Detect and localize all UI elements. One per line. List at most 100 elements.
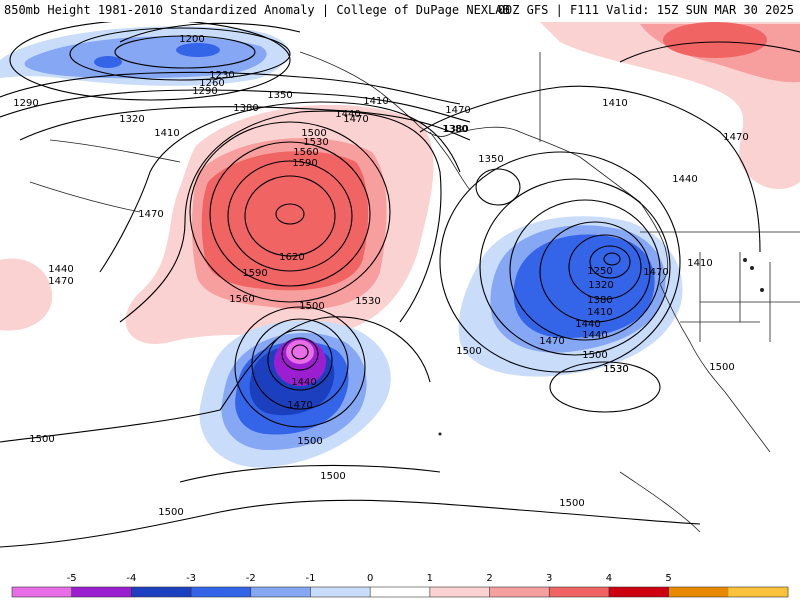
contour-label: 1500	[709, 362, 734, 373]
anomaly-pos-northeast-dark	[663, 22, 767, 58]
contour-label: 1470	[445, 105, 470, 116]
contour-label: 1470	[539, 336, 564, 347]
contour-label: 1500	[559, 498, 584, 509]
contour-line	[234, 306, 366, 428]
contour-label: 1440	[291, 377, 316, 388]
contour-line	[589, 245, 631, 279]
contour-label: 1290	[13, 98, 38, 109]
contour-label: 1470	[138, 209, 163, 220]
contour-line	[275, 203, 305, 225]
colorbar-swatch	[608, 587, 670, 597]
colorbar-swatch	[191, 587, 252, 597]
contour-label: 1590	[292, 158, 317, 169]
colorbar-tick-label: 1	[426, 573, 434, 584]
contour-line	[267, 329, 333, 391]
contour-line	[244, 175, 336, 257]
contour-label: 1620	[279, 252, 304, 263]
contour-label: 1500	[158, 507, 183, 518]
contour-label: 1470	[643, 267, 668, 278]
contour-label: 1440	[335, 109, 360, 120]
contour-line	[509, 199, 661, 341]
contour-line	[9, 22, 291, 101]
colorbar-swatch	[310, 587, 371, 597]
island-dot	[438, 432, 442, 436]
contour-line	[0, 71, 461, 105]
contour-label: 1320	[588, 280, 613, 291]
contour-label: 1500	[301, 128, 326, 139]
colorbar-tick-label: 2	[486, 573, 493, 584]
contour-line	[114, 35, 256, 69]
colorbar-swatch	[489, 587, 550, 597]
contour-line	[479, 178, 671, 356]
us-canada-border	[539, 52, 800, 233]
contour-line	[19, 106, 471, 141]
contour-line	[603, 252, 621, 266]
colorbar-tick-label: -2	[245, 573, 256, 584]
contour-line	[119, 22, 301, 43]
coastlines-islands	[438, 258, 764, 436]
colorbar-outline	[11, 586, 789, 598]
model-run-info: 00Z GFS | F111 Valid: 15Z SUN MAR 30 202…	[497, 3, 794, 17]
contour-label: 1410	[154, 128, 179, 139]
contour-label: 1440	[582, 330, 607, 341]
contour-line	[227, 160, 353, 272]
contour-line	[99, 101, 461, 273]
contour-label: 1380	[233, 103, 258, 114]
colorbar-tick-label: -1	[305, 573, 316, 584]
coastlines	[29, 51, 800, 533]
contour-label: 1350	[267, 90, 292, 101]
contour-label: 1380	[442, 124, 467, 135]
island-dot	[760, 288, 764, 292]
contour-label: 1290	[192, 86, 217, 97]
contour-line	[568, 234, 642, 300]
contour-label: 1530	[603, 364, 628, 375]
coastline-mexico	[619, 391, 771, 533]
contour-label: 1590	[242, 268, 267, 279]
contour-label: 1410	[363, 96, 388, 107]
contour-label: 1410	[602, 98, 627, 109]
colorbar-swatch	[71, 587, 132, 597]
contour-line	[209, 141, 371, 287]
contour-label: 1260	[199, 78, 224, 89]
contour-label: 1230	[209, 70, 234, 81]
contour-label: 1320	[119, 114, 144, 125]
contour-line	[281, 337, 319, 371]
contour-label: 1470	[343, 114, 368, 125]
colorbar-tick-label: 5	[665, 573, 672, 584]
coastline-us-west	[659, 283, 726, 393]
colorbar-swatch	[12, 587, 73, 597]
contour-label: 1500	[299, 301, 324, 312]
contour-line	[189, 121, 391, 303]
contour-line	[291, 344, 309, 360]
contour-label: 1470	[723, 132, 748, 143]
contour-label: 1440	[575, 319, 600, 330]
anomaly-colorbar: -5 -4 -3 -2 -1 0 1 2 3 4 5	[0, 572, 800, 600]
contour-label: 1560	[229, 294, 254, 305]
contour-line	[69, 27, 291, 81]
colorbar-ramp	[11, 586, 789, 598]
contour-label: 1380	[443, 124, 468, 135]
anomaly-shading	[0, 22, 800, 468]
contour-label: 1440	[672, 174, 697, 185]
contour-label: 1350	[478, 154, 503, 165]
contour-label: 1500	[29, 434, 54, 445]
colorbar-swatch	[370, 587, 431, 597]
map-header: 850mb Height 1981-2010 Standardized Anom…	[0, 0, 800, 22]
contour-label: 1380	[587, 295, 612, 306]
colorbar-tick-label: -4	[126, 573, 137, 584]
contour-label: 1500	[297, 436, 322, 447]
anomaly-pos-west-edge	[0, 258, 53, 331]
colorbar-tick-label: 3	[546, 573, 553, 584]
colorbar-swatch	[250, 587, 311, 597]
contour-label: 1500	[320, 471, 345, 482]
contour-line	[539, 221, 651, 323]
contour-line	[419, 85, 761, 253]
contour-line	[549, 361, 661, 413]
contour-label: 1470	[48, 276, 73, 287]
colorbar-swatch	[668, 587, 729, 597]
aleutians	[29, 139, 181, 213]
contour-line	[0, 89, 471, 123]
contour-label: 1440	[48, 264, 73, 275]
contour-line	[619, 41, 800, 63]
coastline-alaska	[299, 51, 669, 285]
